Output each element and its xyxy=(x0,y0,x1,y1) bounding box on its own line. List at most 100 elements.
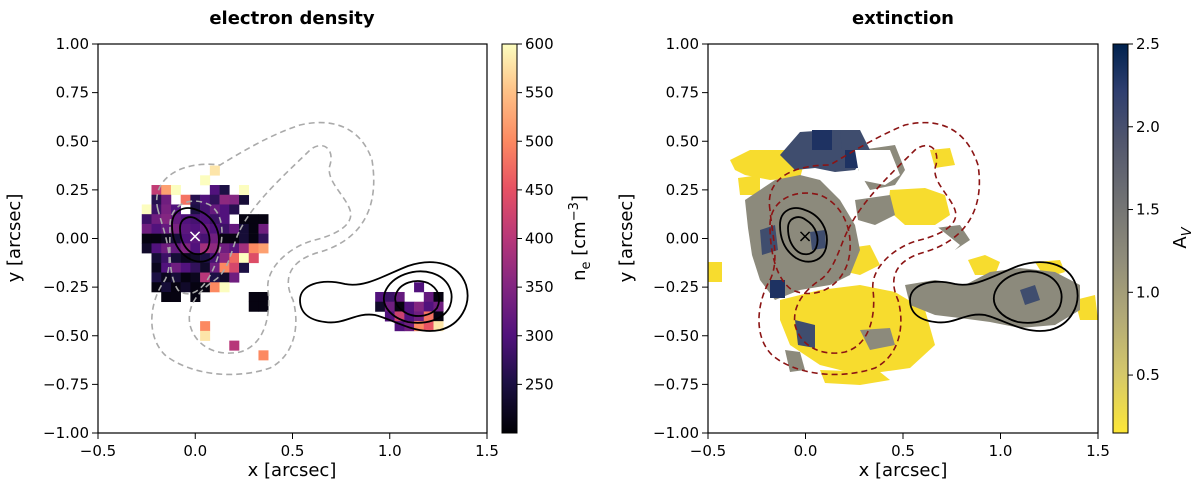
density-pixel xyxy=(200,175,211,186)
y-tick-label: −0.50 xyxy=(653,327,699,345)
y-axis-label-2: y [arcsec] xyxy=(616,194,637,283)
density-pixel xyxy=(141,214,152,225)
density-pixel xyxy=(414,301,425,312)
density-pixel xyxy=(190,291,201,303)
density-pixel xyxy=(209,194,220,205)
density-pixel xyxy=(170,262,181,273)
density-pixel xyxy=(209,223,220,234)
black-contour-core-inner-2 xyxy=(787,216,819,256)
x-ticks-2: −0.5 0.0 0.5 1.0 1.5 xyxy=(690,433,1110,460)
density-pixel xyxy=(375,291,386,303)
density-pixel xyxy=(258,243,269,254)
center-marker: × xyxy=(187,226,202,247)
density-pixel xyxy=(151,185,162,196)
density-pixel xyxy=(219,214,230,225)
gray-contour-left xyxy=(169,200,223,295)
density-pixel xyxy=(258,223,269,234)
density-pixel xyxy=(394,291,405,303)
colorbar-tick-label: 500 xyxy=(525,132,554,150)
density-pixel xyxy=(375,301,386,312)
y-tick-label: 0.00 xyxy=(666,230,699,248)
density-pixel xyxy=(161,223,172,234)
y-tick-label: −0.50 xyxy=(43,327,89,345)
density-pixel xyxy=(209,214,220,225)
density-pixel xyxy=(161,262,172,273)
density-pixel xyxy=(423,311,434,322)
density-pixel xyxy=(209,272,220,283)
density-pixel xyxy=(200,194,211,205)
colorbar-tick-label: 450 xyxy=(525,181,554,199)
density-pixel xyxy=(161,214,172,225)
center-marker-2: × xyxy=(797,226,812,247)
colorbar-tick-label: 550 xyxy=(525,84,554,102)
y-tick-label: 0.75 xyxy=(56,84,89,102)
density-pixel xyxy=(209,262,220,273)
colorbar-tick-label: 0.5 xyxy=(1136,366,1160,384)
density-pixel xyxy=(219,233,230,244)
y-tick-label: −1.00 xyxy=(43,424,89,442)
y-tick-label: −0.25 xyxy=(43,278,89,296)
density-pixel xyxy=(239,214,250,225)
density-pixel xyxy=(141,233,152,244)
colorbar-extinction xyxy=(1112,43,1129,434)
x-tick-label: 1.0 xyxy=(378,442,402,460)
colorbar-label-2: AV xyxy=(1170,226,1195,248)
density-pixel xyxy=(161,291,172,303)
density-pixel xyxy=(239,243,250,254)
density-pixel xyxy=(219,253,230,264)
panel-extinction: extinction xyxy=(616,8,1195,481)
y-tick-label: −1.00 xyxy=(653,424,699,442)
density-pixel xyxy=(170,223,181,234)
density-pixel xyxy=(190,233,201,244)
density-pixel xyxy=(229,340,240,351)
density-pixel xyxy=(190,243,201,254)
density-pixel xyxy=(258,214,269,225)
density-pixel xyxy=(180,233,191,244)
colorbar-tick-label: 2.0 xyxy=(1136,118,1160,136)
density-pixel xyxy=(394,301,405,312)
y-axis-label-1: y [arcsec] xyxy=(4,194,25,283)
density-pixel xyxy=(219,243,230,254)
density-pixel xyxy=(180,223,191,234)
colorbar-tick-label: 1.5 xyxy=(1136,201,1160,219)
density-pixel xyxy=(190,253,201,264)
density-pixel xyxy=(200,262,211,273)
density-pixel xyxy=(151,243,162,254)
density-pixel xyxy=(394,321,405,332)
colorbar-tick-label: 400 xyxy=(525,230,554,248)
density-pixel xyxy=(239,253,250,264)
density-pixel xyxy=(258,233,269,244)
density-pixel xyxy=(248,233,259,244)
y-tick-label: 0.75 xyxy=(666,84,699,102)
density-pixel xyxy=(209,185,220,196)
density-pixel xyxy=(161,185,172,196)
density-pixel xyxy=(423,301,434,312)
y-ticks-2: −1.00 −0.75 −0.50 −0.25 0.00 0.25 0.50 0.75 1.00 xyxy=(653,35,708,442)
density-pixel xyxy=(229,194,240,205)
density-pixel xyxy=(229,204,240,215)
density-pixel xyxy=(190,194,201,205)
x-axis-label-1: x [arcsec] xyxy=(248,460,337,481)
density-pixel xyxy=(423,321,434,332)
density-pixel xyxy=(200,233,211,244)
density-pixel xyxy=(180,253,191,264)
x-tick-label: −0.5 xyxy=(80,442,116,460)
heatmap-electron-density xyxy=(141,165,444,361)
colorbar-electron-density xyxy=(501,43,518,434)
density-pixel xyxy=(200,243,211,254)
black-contour-core-outer xyxy=(171,207,220,263)
density-pixel xyxy=(200,330,211,341)
x-tick-label: 1.5 xyxy=(1086,442,1110,460)
density-pixel xyxy=(170,233,181,244)
density-pixel xyxy=(141,243,152,254)
density-pixel xyxy=(219,185,230,196)
density-pixel xyxy=(219,194,230,205)
density-pixel xyxy=(170,291,181,303)
x-tick-label: 1.0 xyxy=(989,442,1013,460)
density-pixel xyxy=(200,282,211,293)
colorbar-tick-label: 600 xyxy=(525,35,554,53)
gray-contour-inner xyxy=(188,144,352,354)
density-pixel xyxy=(239,194,250,205)
density-pixel xyxy=(151,233,162,244)
black-contour-east-outer xyxy=(299,261,469,332)
